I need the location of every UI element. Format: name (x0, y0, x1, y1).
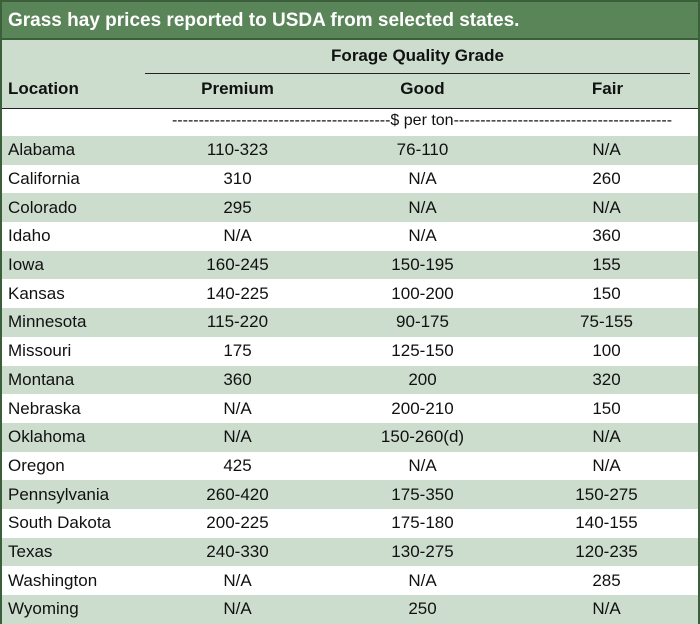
cell-good: 200 (408, 369, 437, 389)
cell-location: Nebraska (8, 398, 81, 418)
cell-premium: N/A (223, 398, 252, 418)
cell-location: Pennsylvania (8, 484, 110, 504)
cell-good: N/A (408, 169, 437, 189)
cell-fair: 150 (592, 283, 621, 303)
table-row: Montana 360 200 320 (2, 365, 698, 395)
cell-fair: N/A (592, 427, 621, 447)
cell-good: N/A (408, 570, 437, 590)
cell-location: Oklahoma (8, 427, 86, 447)
table-row: Oklahoma N/A 150-260(d) N/A (2, 422, 698, 452)
cell-premium: 110-323 (206, 140, 269, 160)
cell-fair: 100 (592, 341, 621, 361)
cell-premium: 200-225 (206, 513, 269, 533)
cell-fair: 320 (592, 369, 621, 389)
table-row: Iowa 160-245 150-195 155 (2, 250, 698, 280)
cell-premium: 115-220 (206, 312, 269, 332)
cell-location: South Dakota (8, 513, 112, 533)
table-row: Wyoming N/A 250 N/A (2, 595, 698, 624)
table-row: Minnesota 115-220 90-175 75-155 (2, 308, 698, 337)
column-header-fair: Fair (591, 79, 624, 98)
table-row: California 310 N/A 260 (2, 164, 698, 194)
cell-fair: 120-235 (575, 541, 638, 561)
cell-good: 175-180 (391, 513, 454, 533)
cell-premium: N/A (223, 427, 252, 447)
cell-good: 76-110 (396, 140, 449, 160)
cell-location: Alabama (8, 140, 76, 160)
cell-good: 100-200 (391, 283, 454, 303)
cell-good: 150-260(d) (380, 427, 465, 447)
table-row: Idaho N/A N/A 360 (2, 222, 698, 251)
cell-location: Wyoming (8, 599, 79, 619)
cell-good: 125-150 (391, 341, 454, 361)
table-row: Oregon 425 N/A N/A (2, 451, 698, 481)
table-row: Missouri 175 125-150 100 (2, 336, 698, 366)
cell-location: Texas (8, 541, 53, 561)
table-row: Pennsylvania 260-420 175-350 150-275 (2, 480, 698, 509)
cell-good: 150-195 (391, 255, 454, 275)
cell-premium: 260-420 (206, 484, 269, 504)
table-row: Kansas 140-225 100-200 150 (2, 279, 698, 309)
cell-fair: 150 (592, 398, 621, 418)
group-header: Forage Quality Grade (331, 46, 504, 65)
units-row: ----------------------------------------… (2, 108, 698, 136)
cell-premium: 295 (223, 197, 252, 217)
cell-fair: 285 (592, 570, 621, 590)
cell-fair: N/A (592, 197, 621, 217)
table-row: Colorado 295 N/A N/A (2, 193, 698, 223)
column-header-location: Location (8, 79, 79, 98)
cell-fair: 140-155 (575, 513, 638, 533)
cell-location: Oregon (8, 455, 65, 475)
cell-location: Idaho (8, 226, 51, 246)
cell-premium: 175 (223, 341, 252, 361)
cell-location: Missouri (8, 341, 72, 361)
cell-fair: 260 (592, 169, 621, 189)
cell-location: Iowa (8, 255, 44, 275)
group-header-rule (145, 73, 690, 74)
cell-fair: 155 (592, 255, 621, 275)
cell-premium: N/A (223, 226, 252, 246)
cell-location: Minnesota (8, 312, 87, 332)
cell-good: N/A (408, 197, 437, 217)
cell-location: Kansas (8, 283, 65, 303)
cell-premium: 425 (223, 455, 252, 475)
table-row: Nebraska N/A 200-210 150 (2, 394, 698, 423)
table-row: South Dakota 200-225 175-180 140-155 (2, 508, 698, 538)
cell-fair: N/A (592, 455, 621, 475)
table-header: Forage Quality Grade Location Premium Go… (2, 40, 698, 108)
cell-location: California (8, 169, 80, 189)
cell-good: N/A (408, 226, 437, 246)
cell-good: N/A (408, 455, 437, 475)
cell-premium: 160-245 (206, 255, 269, 275)
cell-premium: 310 (223, 169, 252, 189)
cell-good: 175-350 (391, 484, 454, 504)
cell-fair: 150-275 (575, 484, 638, 504)
column-header-premium: Premium (201, 79, 274, 98)
table-title: Grass hay prices reported to USDA from s… (2, 2, 698, 40)
cell-good: 130-275 (391, 541, 454, 561)
cell-fair: 360 (592, 226, 621, 246)
cell-premium: N/A (223, 599, 252, 619)
cell-location: Washington (8, 570, 98, 590)
table-row: Texas 240-330 130-275 120-235 (2, 537, 698, 567)
units-label: ----------------------------------------… (171, 112, 673, 129)
cell-location: Montana (8, 369, 75, 389)
cell-good: 250 (408, 599, 437, 619)
cell-fair: N/A (592, 140, 621, 160)
cell-premium: 360 (223, 369, 252, 389)
column-header-good: Good (400, 79, 445, 98)
table-body: Alabama 110-323 76-110 N/A California 310 N/A 2… (2, 136, 698, 624)
cell-premium: 240-330 (206, 541, 269, 561)
cell-good: 200-210 (391, 398, 454, 418)
cell-premium: 140-225 (206, 283, 269, 303)
cell-location: Colorado (8, 197, 77, 217)
cell-fair: N/A (592, 599, 621, 619)
cell-good: 90-175 (396, 312, 449, 332)
cell-premium: N/A (223, 570, 252, 590)
table-row: Alabama 110-323 76-110 N/A (2, 136, 698, 165)
cell-fair: 75-155 (580, 312, 633, 332)
table-row: Washington N/A N/A 285 (2, 566, 698, 595)
